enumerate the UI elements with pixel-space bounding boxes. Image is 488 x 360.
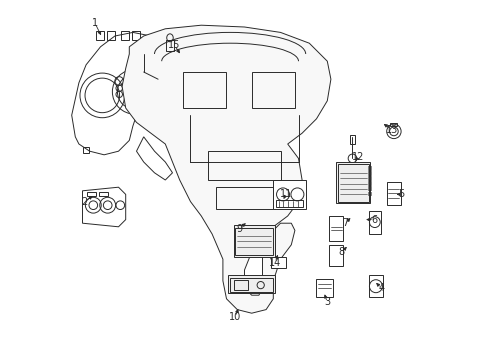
Polygon shape xyxy=(273,180,305,209)
Bar xyxy=(389,123,397,126)
Text: 13: 13 xyxy=(385,125,397,135)
Bar xyxy=(367,176,370,180)
Polygon shape xyxy=(368,275,382,297)
Text: 2: 2 xyxy=(81,197,87,207)
Text: 11: 11 xyxy=(279,189,291,199)
Bar xyxy=(215,187,273,209)
Bar xyxy=(235,228,273,255)
Bar xyxy=(82,147,89,153)
Bar xyxy=(107,31,115,40)
Text: 1: 1 xyxy=(92,18,98,28)
Bar xyxy=(367,192,370,195)
Text: 4: 4 xyxy=(377,283,384,293)
Text: 6: 6 xyxy=(370,215,376,225)
Bar xyxy=(99,192,107,196)
Bar xyxy=(336,162,370,203)
Polygon shape xyxy=(136,137,172,180)
Bar xyxy=(367,181,370,185)
Text: 14: 14 xyxy=(268,258,281,268)
Text: 15: 15 xyxy=(168,40,180,50)
Bar xyxy=(367,166,370,170)
Bar xyxy=(183,72,226,108)
Bar xyxy=(208,151,280,180)
Text: 9: 9 xyxy=(236,224,242,234)
Bar xyxy=(367,171,370,175)
Text: 12: 12 xyxy=(351,152,364,162)
Polygon shape xyxy=(328,245,343,266)
Polygon shape xyxy=(368,211,381,234)
Bar xyxy=(233,280,247,290)
Bar xyxy=(251,72,294,108)
Polygon shape xyxy=(316,279,332,297)
Bar xyxy=(132,31,140,40)
Polygon shape xyxy=(271,257,285,268)
Bar xyxy=(121,31,129,40)
Polygon shape xyxy=(82,187,125,227)
Bar xyxy=(96,31,104,40)
Bar xyxy=(228,275,275,293)
Text: 5: 5 xyxy=(397,189,404,199)
Bar xyxy=(233,225,275,257)
Text: 3: 3 xyxy=(324,297,330,307)
Polygon shape xyxy=(72,32,165,155)
Bar xyxy=(337,164,368,202)
Bar xyxy=(87,192,96,196)
Text: 7: 7 xyxy=(342,218,348,228)
Bar xyxy=(230,278,273,292)
Polygon shape xyxy=(122,25,330,313)
Bar xyxy=(275,200,302,207)
Bar xyxy=(367,186,370,190)
Polygon shape xyxy=(328,216,343,241)
Bar xyxy=(166,40,174,51)
Bar xyxy=(349,135,355,144)
Polygon shape xyxy=(386,182,400,205)
Bar xyxy=(143,147,150,153)
Text: 10: 10 xyxy=(229,312,241,322)
Text: 8: 8 xyxy=(338,247,344,257)
